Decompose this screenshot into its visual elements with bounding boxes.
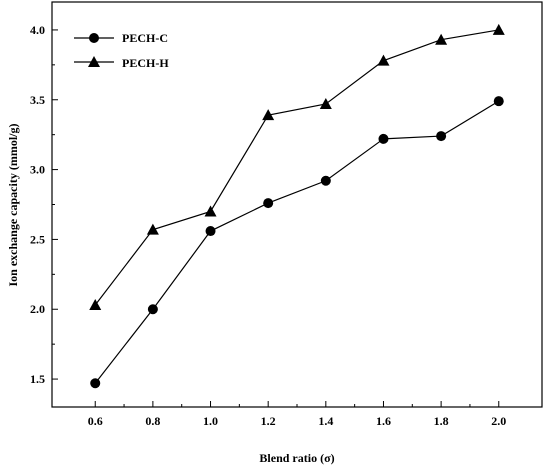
- legend-label-pech-h: PECH-H: [122, 56, 169, 70]
- legend-marker-pech-h: [88, 56, 100, 67]
- data-point-pech-c: [436, 131, 447, 142]
- data-point-pech-c: [320, 175, 331, 186]
- data-point-pech-c: [147, 304, 158, 315]
- y-tick-label: 2.0: [30, 302, 45, 316]
- x-tick-label: 1.8: [434, 414, 449, 428]
- y-tick-label: 2.5: [30, 232, 45, 246]
- x-tick-label: 1.0: [203, 414, 218, 428]
- data-point-pech-h: [146, 223, 159, 235]
- data-point-pech-h: [204, 205, 217, 217]
- x-tick-label: 1.4: [318, 414, 333, 428]
- y-tick-label: 3.5: [30, 93, 45, 107]
- axis-ticks: 0.6 0.8 1.0 1.2 1.4 1.6 1.8 2.0 1.5 2.0 2.5 3.0 3.5 4…: [30, 23, 506, 428]
- y-axis-label: Ion exchange capacity (mmol/g): [6, 124, 20, 287]
- series-layer: [89, 23, 505, 389]
- x-tick-label: 1.6: [376, 414, 391, 428]
- data-point-pech-h: [319, 97, 332, 109]
- y-tick-label: 4.0: [30, 23, 45, 37]
- y-tick-label: 3.0: [30, 163, 45, 177]
- data-point-pech-c: [493, 96, 504, 107]
- legend-label-pech-c: PECH-C: [122, 31, 168, 45]
- data-point-pech-c: [90, 378, 101, 389]
- x-axis-label: Blend ratio (σ): [259, 451, 334, 465]
- series-line-pech-c: [94, 100, 500, 384]
- y-tick-label: 1.5: [30, 372, 45, 386]
- x-tick-label: 2.0: [491, 414, 506, 428]
- data-point-pech-c: [263, 198, 274, 209]
- data-point-pech-h: [262, 109, 275, 121]
- data-point-pech-h: [89, 299, 102, 311]
- legend: PECH-C PECH-H: [74, 31, 169, 70]
- data-point-pech-h: [377, 54, 390, 66]
- x-tick-label: 0.6: [88, 414, 103, 428]
- data-point-pech-c: [205, 226, 216, 237]
- data-point-pech-c: [378, 133, 389, 144]
- data-point-pech-h: [492, 23, 505, 35]
- data-point-pech-h: [435, 33, 448, 45]
- series-line-pech-h: [94, 29, 499, 306]
- legend-marker-pech-c: [89, 33, 99, 43]
- x-tick-label: 1.2: [261, 414, 276, 428]
- x-tick-label: 0.8: [145, 414, 160, 428]
